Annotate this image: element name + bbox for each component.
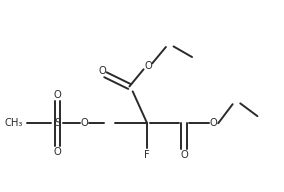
Text: O: O	[180, 150, 188, 160]
Text: CH₃: CH₃	[4, 118, 23, 128]
Text: O: O	[53, 90, 61, 100]
Text: O: O	[145, 61, 152, 71]
Text: O: O	[53, 147, 61, 157]
Text: F: F	[144, 150, 150, 160]
Text: O: O	[81, 118, 88, 128]
Text: S: S	[54, 118, 60, 128]
Text: O: O	[210, 118, 218, 128]
Text: O: O	[98, 66, 106, 76]
